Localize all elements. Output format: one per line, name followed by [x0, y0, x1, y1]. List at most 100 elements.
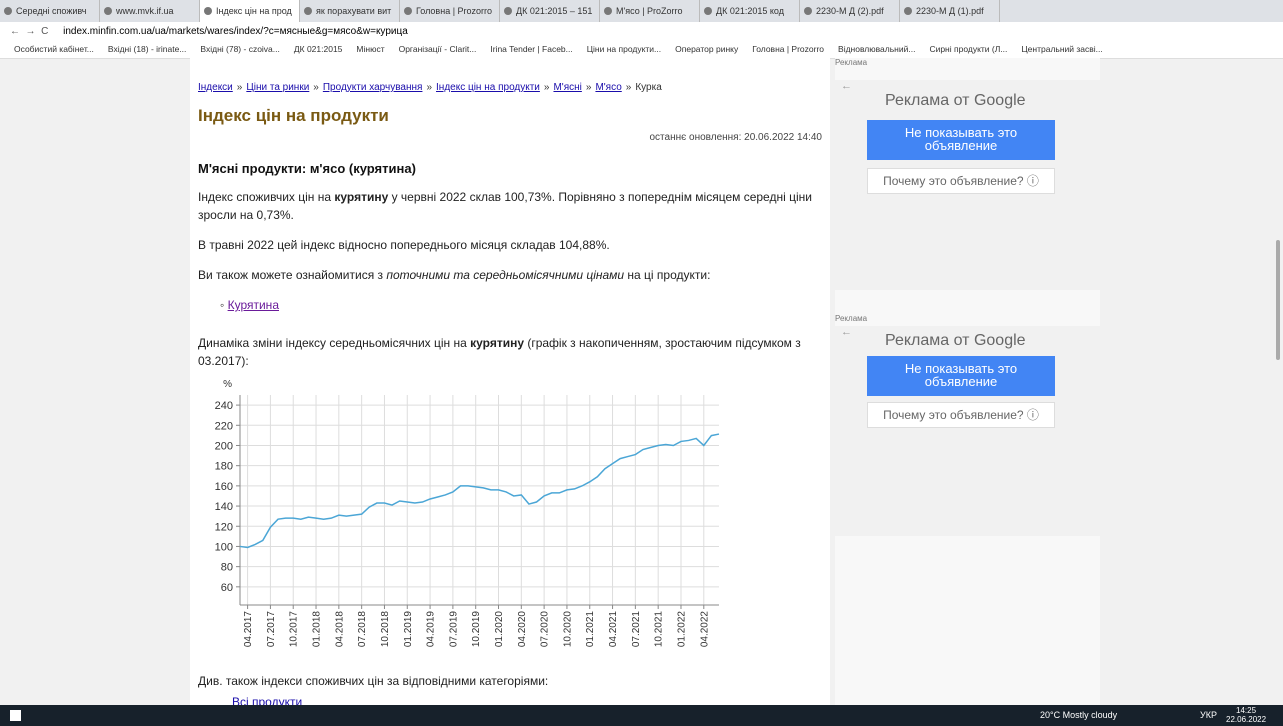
- y-tick-label: 200: [215, 440, 233, 452]
- ad: Реклама ← Реклама от Google Не показыват…: [835, 326, 1100, 536]
- tab[interactable]: Індекс цін на прод: [200, 0, 300, 22]
- x-tick-label: 04.2021: [608, 611, 619, 648]
- x-tick-label: 01.2020: [494, 611, 505, 648]
- x-tick-label: 10.2021: [654, 611, 665, 648]
- text: Динаміка зміни індексу середньомісячних …: [198, 336, 470, 350]
- bookmark[interactable]: Відновлювальний...: [838, 44, 915, 54]
- ad-why[interactable]: Почему это объявление? ⓘ: [867, 168, 1055, 194]
- breadcrumb[interactable]: Ціни та ринки: [246, 82, 309, 93]
- text: курятину: [334, 190, 388, 204]
- separator: »: [626, 82, 632, 93]
- tab[interactable]: як порахувати вит: [300, 0, 400, 22]
- paragraph: Див. також індекси споживчих цін за відп…: [198, 672, 548, 690]
- y-tick-label: 140: [215, 501, 233, 513]
- ad-label: Реклама: [835, 58, 867, 67]
- y-tick-label: 240: [215, 400, 233, 412]
- start-button[interactable]: [10, 710, 21, 721]
- bookmark[interactable]: Irina Tender | Faceb...: [490, 44, 572, 54]
- y-tick-label: 160: [215, 481, 233, 493]
- ad-why[interactable]: Почему это объявление? ⓘ: [867, 402, 1055, 428]
- ad: Реклама ← Реклама от Google Не показыват…: [835, 80, 1100, 290]
- tab[interactable]: www.mvk.if.ua: [100, 0, 200, 22]
- page-title: Індекс цін на продукти: [198, 106, 389, 126]
- tab[interactable]: Головна | Prozorro: [400, 0, 500, 22]
- x-tick-label: 10.2019: [471, 611, 482, 648]
- tab[interactable]: М'ясо | ProZorro: [600, 0, 700, 22]
- separator: »: [586, 82, 592, 93]
- x-tick-label: 01.2019: [403, 611, 414, 648]
- bookmark[interactable]: Оператор ринку: [675, 44, 738, 54]
- paragraph: Індекс споживчих цін на курятину у червн…: [198, 188, 823, 224]
- x-tick-label: 07.2021: [631, 611, 642, 648]
- bookmark[interactable]: Головна | Prozorro: [752, 44, 824, 54]
- x-tick-label: 10.2018: [380, 611, 391, 648]
- bookmark[interactable]: ДК 021:2015: [294, 44, 343, 54]
- separator: »: [237, 82, 243, 93]
- tab[interactable]: ДК 021:2015 код: [700, 0, 800, 22]
- weather: 20°C Mostly cloudy: [1040, 710, 1117, 720]
- bookmark[interactable]: Сирні продукти (Л...: [929, 44, 1007, 54]
- x-tick-label: 04.2020: [517, 611, 528, 648]
- line: [240, 434, 719, 547]
- x-tick-label: 07.2018: [357, 611, 368, 648]
- y-tick-label: 80: [221, 562, 233, 574]
- ad-header: Реклама от Google: [885, 92, 1026, 110]
- y-axis-label: %: [223, 379, 232, 390]
- separator: »: [426, 82, 432, 93]
- ad-column: Реклама ← Реклама от Google Не показыват…: [835, 58, 1100, 705]
- url[interactable]: index.minfin.com.ua/ua/markets/wares/ind…: [63, 26, 408, 37]
- address-bar: ← → C index.minfin.com.ua/ua/markets/war…: [0, 22, 1283, 41]
- ad-button[interactable]: Не показывать это объявление: [867, 120, 1055, 160]
- bookmark[interactable]: Вхідні (78) - czoiva...: [200, 44, 279, 54]
- y-tick-label: 100: [215, 541, 233, 553]
- y-tick-label: 60: [221, 582, 233, 594]
- breadcrumb[interactable]: М'ясо: [595, 82, 621, 93]
- content: Індекси»Ціни та ринки»Продукти харчуванн…: [190, 58, 830, 705]
- bookmark[interactable]: Мінюст: [356, 44, 384, 54]
- breadcrumb[interactable]: Продукти харчування: [323, 82, 423, 93]
- text: курятину: [470, 336, 524, 350]
- text: на ці продукти:: [624, 268, 710, 282]
- ad-label: Реклама: [835, 314, 867, 323]
- breadcrumb[interactable]: Індекс цін на продукти: [436, 82, 540, 93]
- x-tick-label: 10.2020: [562, 611, 573, 648]
- updated: останнє оновлення: 20.06.2022 14:40: [649, 132, 822, 143]
- ad-button[interactable]: Не показывать это объявление: [867, 356, 1055, 396]
- bookmark[interactable]: Організації - Clarit...: [399, 44, 477, 54]
- breadcrumb-current: Курка: [635, 82, 661, 93]
- x-tick-label: 07.2019: [448, 611, 459, 648]
- y-tick-label: 180: [215, 461, 233, 473]
- x-tick-label: 04.2017: [243, 611, 254, 648]
- tab[interactable]: 2230-М Д (2).pdf: [800, 0, 900, 22]
- bookmark[interactable]: Ціни на продукти...: [587, 44, 661, 54]
- subtitle: М'ясні продукти: м'ясо (курятина): [198, 161, 416, 176]
- x-tick-label: 01.2022: [676, 611, 687, 648]
- tab[interactable]: ДК 021:2015 – 151: [500, 0, 600, 22]
- tab[interactable]: 2230-М Д (1).pdf: [900, 0, 1000, 22]
- language: УКР: [1200, 710, 1217, 720]
- separator: »: [544, 82, 550, 93]
- bookmarks-bar: Особистий кабінет... Вхідні (18) - irinat…: [0, 41, 1283, 59]
- time: 14:25: [1226, 706, 1266, 715]
- paragraph: Ви також можете ознайомитися з поточними…: [198, 266, 710, 284]
- date: 22.06.2022: [1226, 715, 1266, 724]
- x-tick-label: 04.2022: [699, 611, 710, 648]
- breadcrumbs: Індекси»Ціни та ринки»Продукти харчуванн…: [198, 82, 662, 93]
- x-tick-label: 01.2018: [312, 611, 323, 648]
- link[interactable]: Курятина: [228, 298, 279, 312]
- breadcrumb[interactable]: Індекси: [198, 82, 233, 93]
- separator: »: [313, 82, 319, 93]
- bookmark[interactable]: Центральний засві...: [1021, 44, 1102, 54]
- breadcrumb[interactable]: М'ясні: [553, 82, 581, 93]
- tab[interactable]: Середні споживч: [0, 0, 100, 22]
- bookmark[interactable]: Особистий кабінет...: [14, 44, 94, 54]
- x-tick-label: 04.2019: [426, 611, 437, 648]
- link-text[interactable]: поточними та середньомісячними цінами: [386, 268, 624, 282]
- x-tick-label: 07.2017: [266, 611, 277, 648]
- scrollbar[interactable]: [1276, 240, 1280, 360]
- bookmark[interactable]: Вхідні (18) - irinate...: [108, 44, 187, 54]
